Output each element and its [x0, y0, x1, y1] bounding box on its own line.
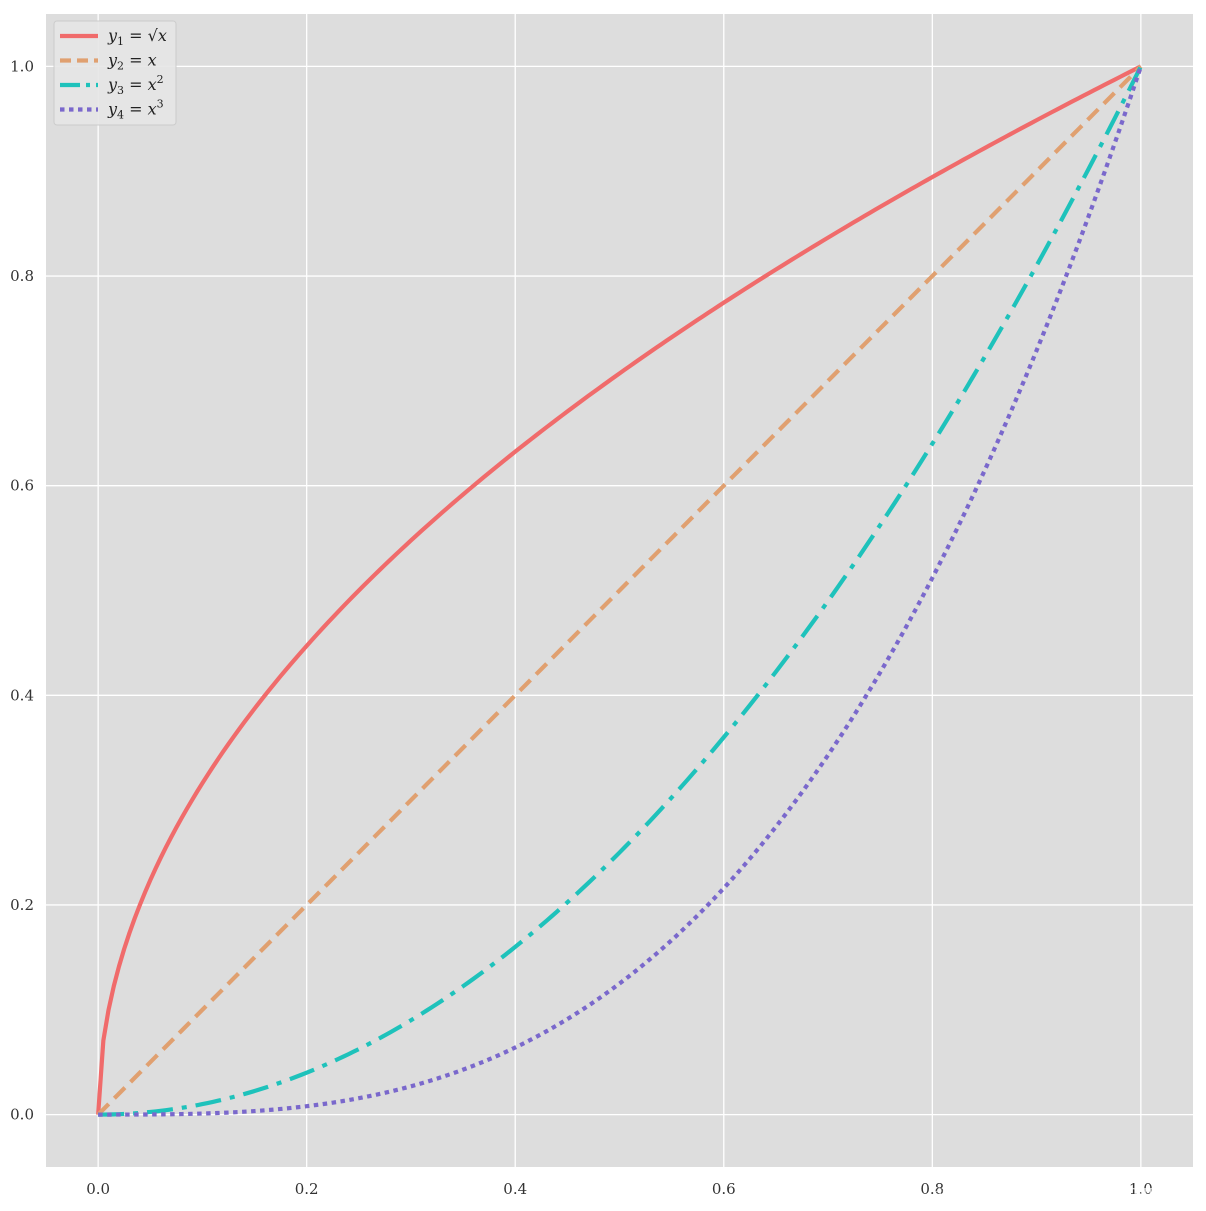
legend-rhs: √x [148, 26, 167, 45]
legend-superscript: 3 [157, 98, 164, 111]
legend-equals: = [124, 75, 148, 94]
legend-rhs: x [148, 51, 157, 70]
legend-subscript: 2 [117, 60, 124, 73]
legend-var: y [107, 75, 118, 94]
legend-subscript: 4 [117, 109, 124, 122]
x-tick-label-3: 0.6 [712, 1180, 736, 1198]
legend-label-2: y2 = x [107, 51, 157, 73]
legend-subscript: 1 [117, 35, 124, 48]
legend-box [53, 20, 177, 126]
legend-label-4: y4 = x3 [107, 98, 164, 122]
y-tick-label-4: 0.8 [10, 267, 34, 285]
legend-label-3: y3 = x2 [107, 73, 164, 97]
series-line-3 [98, 65, 1143, 1117]
x-tick-label-4: 0.8 [920, 1180, 944, 1198]
legend-var: y [107, 100, 118, 119]
grid-lines [46, 14, 1193, 1167]
series-lines [96, 64, 1143, 1117]
legend-equals: = [124, 51, 148, 70]
legend-superscript: 2 [157, 73, 164, 86]
series-line-2 [96, 64, 1143, 1117]
y-tick-label-3: 0.6 [10, 477, 34, 495]
y-tick-label-2: 0.4 [10, 686, 34, 704]
series-line-1 [96, 64, 1142, 1115]
legend-equals: = [124, 100, 148, 119]
legend-var: y [107, 26, 118, 45]
x-tick-label-0: 0.0 [86, 1180, 110, 1198]
legend-rhs: x [148, 75, 157, 94]
y-tick-label-0: 0.0 [10, 1106, 34, 1124]
legend-var: y [107, 51, 118, 70]
legend-label-1: y1 = √x [107, 26, 167, 48]
legend-equals: = [124, 26, 148, 45]
x-tick-label-1: 0.2 [295, 1180, 319, 1198]
x-tick-label-5: 1.0 [1129, 1180, 1153, 1198]
x-tick-label-2: 0.4 [503, 1180, 527, 1198]
watermark-text: https://blog.csdn.net/qq_42452508 [933, 1185, 1196, 1204]
series-line-4 [98, 65, 1143, 1117]
y-tick-label-1: 0.2 [10, 896, 34, 914]
legend-subscript: 3 [117, 84, 124, 97]
y-tick-label-5: 1.0 [10, 57, 34, 75]
tick-labels: 0.0 0.2 0.4 0.6 0.8 1.0 0.0 0.2 0.4 0.6 0.8 1.0 [10, 57, 1153, 1198]
legend-rhs: x [148, 100, 157, 119]
